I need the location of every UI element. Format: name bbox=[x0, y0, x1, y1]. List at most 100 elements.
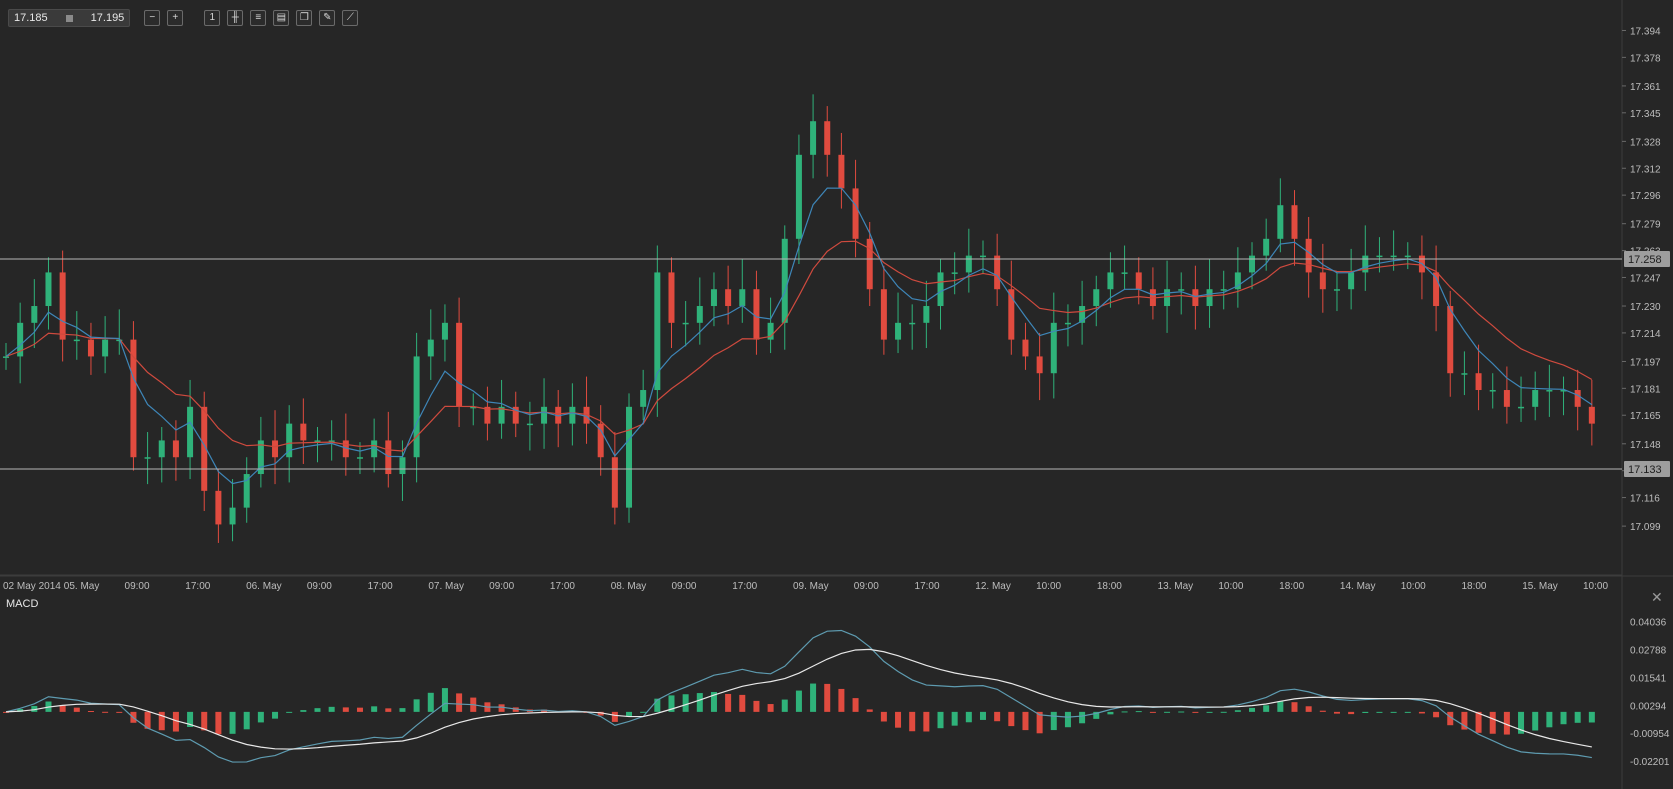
candle-body bbox=[1022, 339, 1029, 357]
candle-body bbox=[1447, 306, 1454, 374]
chart-settings-button[interactable]: ▤ bbox=[273, 10, 290, 26]
time-tick-label: 17:00 bbox=[550, 581, 575, 592]
macd-histogram-bar bbox=[795, 690, 802, 712]
macd-histogram-bar bbox=[1305, 706, 1312, 712]
macd-histogram-bar bbox=[1234, 710, 1241, 712]
macd-tick-label: -0.02201 bbox=[1630, 757, 1670, 768]
price-tick-label: 17.378 bbox=[1630, 53, 1661, 64]
macd-histogram-bar bbox=[257, 711, 264, 723]
macd-histogram-bar bbox=[1390, 711, 1397, 713]
candle-body bbox=[1475, 373, 1482, 391]
macd-histogram-bar bbox=[342, 707, 349, 712]
macd-histogram-bar bbox=[781, 699, 788, 712]
price-tick-label: 17.296 bbox=[1630, 191, 1661, 202]
candle-body bbox=[1079, 306, 1086, 323]
bid-ask-box: 17.185 17.195 bbox=[8, 9, 131, 27]
candle-body bbox=[1050, 322, 1057, 374]
macd-histogram-bar bbox=[87, 711, 94, 713]
macd-histogram-bar bbox=[1503, 711, 1510, 735]
macd-histogram-bar bbox=[300, 710, 307, 712]
time-tick-label: 18:00 bbox=[1097, 581, 1122, 592]
candle-body bbox=[1574, 390, 1581, 407]
macd-histogram-bar bbox=[725, 693, 732, 712]
price-tick-label: 17.165 bbox=[1630, 411, 1661, 422]
ask-price: 17.195 bbox=[90, 12, 125, 24]
time-tick-label: 17:00 bbox=[732, 581, 757, 592]
price-tick-label: 17.312 bbox=[1630, 164, 1661, 175]
time-tick-label: 09:00 bbox=[125, 581, 150, 592]
time-tick-label: 14. May bbox=[1340, 581, 1376, 592]
candle-body bbox=[257, 440, 264, 475]
zoom-out-button[interactable]: − bbox=[144, 10, 161, 26]
time-tick-label: 13. May bbox=[1158, 581, 1194, 592]
draw-tool-button[interactable]: ⟋ bbox=[342, 10, 359, 26]
macd-histogram-bar bbox=[838, 688, 845, 712]
candle-body bbox=[484, 406, 491, 424]
candle-body bbox=[555, 406, 562, 424]
candle-body bbox=[1093, 289, 1100, 307]
candlestick-type-icon: ╫ bbox=[231, 12, 239, 23]
candle-body bbox=[512, 406, 519, 424]
macd-histogram-bar bbox=[1404, 711, 1411, 713]
macd-histogram-bar bbox=[640, 711, 647, 713]
candle-body bbox=[880, 289, 887, 340]
candle-body bbox=[31, 306, 38, 323]
zoom-in-icon: + bbox=[172, 12, 179, 23]
candle-body bbox=[456, 322, 463, 407]
candle-body bbox=[753, 289, 760, 340]
price-tick-label: 17.214 bbox=[1630, 329, 1661, 340]
indicators-button[interactable]: ≡ bbox=[250, 10, 267, 26]
candle-body bbox=[626, 406, 633, 508]
macd-histogram-bar bbox=[385, 708, 392, 712]
edit-button[interactable]: ✎ bbox=[319, 10, 336, 26]
macd-histogram-bar bbox=[1518, 711, 1525, 734]
bid-price: 17.185 bbox=[14, 12, 48, 24]
macd-histogram-bar bbox=[1546, 711, 1553, 728]
candle-body bbox=[201, 406, 208, 491]
macd-histogram-bar bbox=[356, 707, 363, 712]
candle-body bbox=[909, 322, 916, 325]
candle-body bbox=[1546, 390, 1553, 392]
macd-histogram-bar bbox=[937, 711, 944, 729]
macd-histogram-bar bbox=[1418, 711, 1425, 714]
candle-body bbox=[1362, 255, 1369, 273]
candle-body bbox=[286, 423, 293, 458]
candle-body bbox=[470, 406, 477, 409]
price-tick-label: 17.345 bbox=[1630, 109, 1661, 120]
price-tick-label: 17.394 bbox=[1630, 26, 1661, 37]
candle-body bbox=[1178, 289, 1185, 291]
macd-histogram-bar bbox=[852, 698, 859, 712]
candle-body bbox=[951, 272, 958, 274]
macd-histogram-bar bbox=[994, 711, 1001, 722]
macd-histogram-bar bbox=[1178, 711, 1185, 713]
candle-body bbox=[1305, 238, 1312, 273]
candle-body bbox=[158, 440, 165, 458]
candle-body bbox=[144, 457, 151, 459]
macd-tick-label: 0.01541 bbox=[1630, 673, 1667, 684]
zoom-in-button[interactable]: + bbox=[167, 10, 184, 26]
candle-body bbox=[1588, 406, 1595, 424]
price-tick-label: 17.197 bbox=[1630, 357, 1661, 368]
macd-histogram-bar bbox=[1277, 701, 1284, 712]
timeframe-button[interactable]: 1 bbox=[204, 10, 221, 26]
close-macd-icon[interactable]: ✕ bbox=[1651, 589, 1663, 605]
macd-tick-label: 0.00294 bbox=[1630, 701, 1667, 712]
candle-body bbox=[923, 306, 930, 323]
time-tick-label: 09:00 bbox=[307, 581, 332, 592]
candle-body bbox=[130, 339, 137, 458]
price-tick-label: 17.361 bbox=[1630, 82, 1661, 93]
macd-histogram-bar bbox=[229, 711, 236, 734]
macd-histogram-bar bbox=[1050, 711, 1057, 731]
candle-body bbox=[356, 457, 363, 459]
time-tick-label: 09:00 bbox=[854, 581, 879, 592]
candle-body bbox=[116, 339, 123, 342]
candle-body bbox=[1404, 255, 1411, 258]
copy-button[interactable]: ❐ bbox=[296, 10, 313, 26]
time-tick-label: 10:00 bbox=[1583, 581, 1608, 592]
chart-type-button[interactable]: ╫ bbox=[227, 10, 244, 26]
time-tick-label: 10:00 bbox=[1401, 581, 1426, 592]
candle-body bbox=[229, 507, 236, 525]
macd-histogram-bar bbox=[215, 711, 222, 735]
indicators-icon: ≡ bbox=[255, 12, 262, 23]
